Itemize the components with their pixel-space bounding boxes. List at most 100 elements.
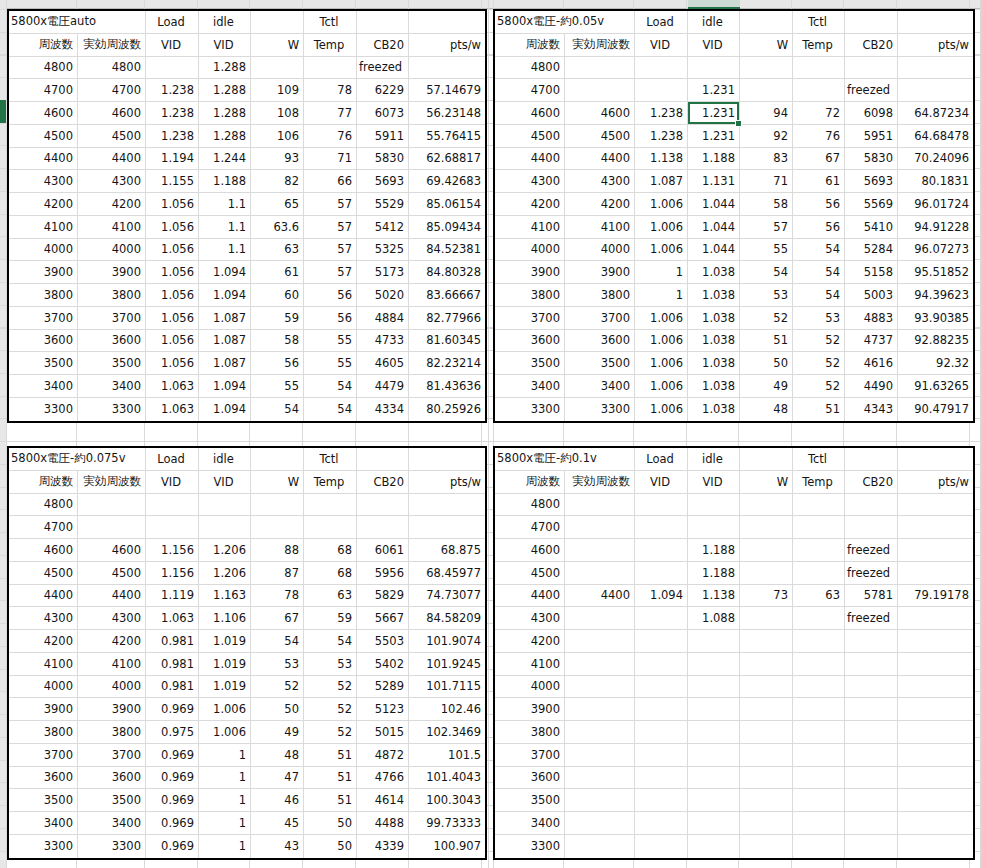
cell[interactable]: 1.006: [635, 375, 688, 398]
cell[interactable]: 4600: [565, 102, 635, 125]
cell[interactable]: 62.68817: [409, 148, 485, 171]
cell[interactable]: 54: [251, 398, 304, 421]
cell[interactable]: [793, 812, 845, 835]
cell[interactable]: 5284: [845, 239, 898, 262]
column-group-label[interactable]: Load: [146, 11, 199, 34]
column-header[interactable]: Temp: [793, 34, 845, 57]
cell[interactable]: 4400: [565, 585, 635, 608]
cell[interactable]: [845, 698, 898, 721]
cell[interactable]: [688, 676, 740, 699]
cell[interactable]: 5956: [357, 562, 409, 585]
column-header[interactable]: 実効周波数: [78, 34, 146, 57]
cell[interactable]: 1.094: [199, 284, 251, 307]
cell[interactable]: 3400: [9, 375, 78, 398]
column-group-label[interactable]: Tctl: [304, 448, 357, 471]
cell[interactable]: 4800: [78, 57, 146, 80]
cell[interactable]: 106: [251, 125, 304, 148]
cell[interactable]: 52: [304, 721, 357, 744]
cell[interactable]: 3900: [565, 261, 635, 284]
cell[interactable]: [409, 57, 485, 80]
cell[interactable]: [740, 812, 793, 835]
cell[interactable]: 1.006: [635, 216, 688, 239]
cell[interactable]: 3600: [565, 330, 635, 353]
cell[interactable]: 6098: [845, 102, 898, 125]
column-group-label[interactable]: idle: [688, 448, 740, 471]
cell[interactable]: 4733: [357, 330, 409, 353]
cell[interactable]: [688, 653, 740, 676]
cell[interactable]: 5020: [357, 284, 409, 307]
cell[interactable]: 3700: [78, 307, 146, 330]
cell[interactable]: [793, 57, 845, 80]
cell[interactable]: 50: [740, 352, 793, 375]
cell[interactable]: 61: [251, 261, 304, 284]
cell[interactable]: 4600: [495, 102, 565, 125]
column-header[interactable]: pts/w: [409, 34, 485, 57]
column-header[interactable]: 周波数: [495, 34, 565, 57]
cell[interactable]: 54: [740, 261, 793, 284]
cell[interactable]: freezed: [845, 539, 898, 562]
cell[interactable]: [793, 607, 845, 630]
cell[interactable]: 102.3469: [409, 721, 485, 744]
cell[interactable]: [845, 516, 898, 539]
cell[interactable]: [635, 516, 688, 539]
cell[interactable]: 1.094: [199, 398, 251, 421]
cell[interactable]: freezed: [845, 562, 898, 585]
cell[interactable]: 1.019: [199, 676, 251, 699]
cell[interactable]: 1: [199, 744, 251, 767]
cell[interactable]: 4300: [78, 170, 146, 193]
cell[interactable]: 67: [251, 607, 304, 630]
cell[interactable]: 4200: [495, 630, 565, 653]
cell[interactable]: 1.038: [688, 330, 740, 353]
cell[interactable]: 52: [793, 352, 845, 375]
cell[interactable]: 92: [740, 125, 793, 148]
cell[interactable]: 1.288: [199, 102, 251, 125]
column-header[interactable]: W: [251, 471, 304, 494]
column-header[interactable]: 周波数: [495, 471, 565, 494]
cell[interactable]: [304, 57, 357, 80]
cell[interactable]: 49: [251, 721, 304, 744]
cell[interactable]: 1.238: [146, 79, 199, 102]
cell[interactable]: 4600: [78, 102, 146, 125]
cell[interactable]: [635, 562, 688, 585]
cell[interactable]: [845, 676, 898, 699]
cell[interactable]: 4766: [357, 767, 409, 790]
cell[interactable]: 94.91228: [898, 216, 973, 239]
cell[interactable]: 1.063: [146, 607, 199, 630]
cell[interactable]: 1.155: [146, 170, 199, 193]
cell[interactable]: 3600: [9, 330, 78, 353]
cell[interactable]: [565, 698, 635, 721]
cell[interactable]: 50: [251, 698, 304, 721]
cell[interactable]: 1.006: [635, 330, 688, 353]
cell[interactable]: 4500: [495, 562, 565, 585]
cell[interactable]: 1.088: [688, 607, 740, 630]
column-header[interactable]: CB20: [845, 34, 898, 57]
cell[interactable]: [688, 516, 740, 539]
cell[interactable]: 4200: [78, 193, 146, 216]
cell[interactable]: [793, 539, 845, 562]
cell[interactable]: 1.1: [199, 239, 251, 262]
cell[interactable]: [898, 812, 973, 835]
cell[interactable]: 4479: [357, 375, 409, 398]
column-header[interactable]: W: [740, 34, 793, 57]
cell[interactable]: 1.087: [199, 307, 251, 330]
cell[interactable]: 58: [740, 193, 793, 216]
cell[interactable]: 1: [199, 789, 251, 812]
cell[interactable]: [740, 721, 793, 744]
cell[interactable]: 56: [304, 307, 357, 330]
cell[interactable]: 1.038: [688, 398, 740, 421]
cell[interactable]: 63.6: [251, 216, 304, 239]
cell[interactable]: 84.80328: [409, 261, 485, 284]
cell[interactable]: 1.094: [199, 261, 251, 284]
cell[interactable]: [635, 676, 688, 699]
cell[interactable]: 1.156: [146, 562, 199, 585]
table-title[interactable]: 5800x電圧-約0.075v: [9, 448, 146, 471]
column-header[interactable]: VID: [688, 471, 740, 494]
cell[interactable]: 3900: [495, 261, 565, 284]
cell[interactable]: 96.07273: [898, 239, 973, 262]
cell[interactable]: [845, 721, 898, 744]
cell[interactable]: [565, 79, 635, 102]
cell[interactable]: [565, 676, 635, 699]
cell[interactable]: [898, 653, 973, 676]
cell[interactable]: 47: [251, 767, 304, 790]
cell[interactable]: [304, 494, 357, 517]
